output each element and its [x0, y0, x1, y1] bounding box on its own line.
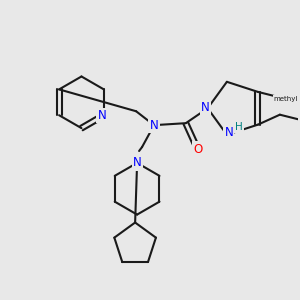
Text: N: N: [150, 119, 158, 132]
Text: N: N: [201, 101, 210, 114]
Text: N: N: [224, 126, 233, 139]
Text: N: N: [133, 156, 142, 170]
Text: methyl: methyl: [274, 96, 298, 102]
Text: N: N: [98, 109, 106, 122]
Text: H: H: [235, 122, 243, 132]
Text: O: O: [193, 142, 202, 155]
